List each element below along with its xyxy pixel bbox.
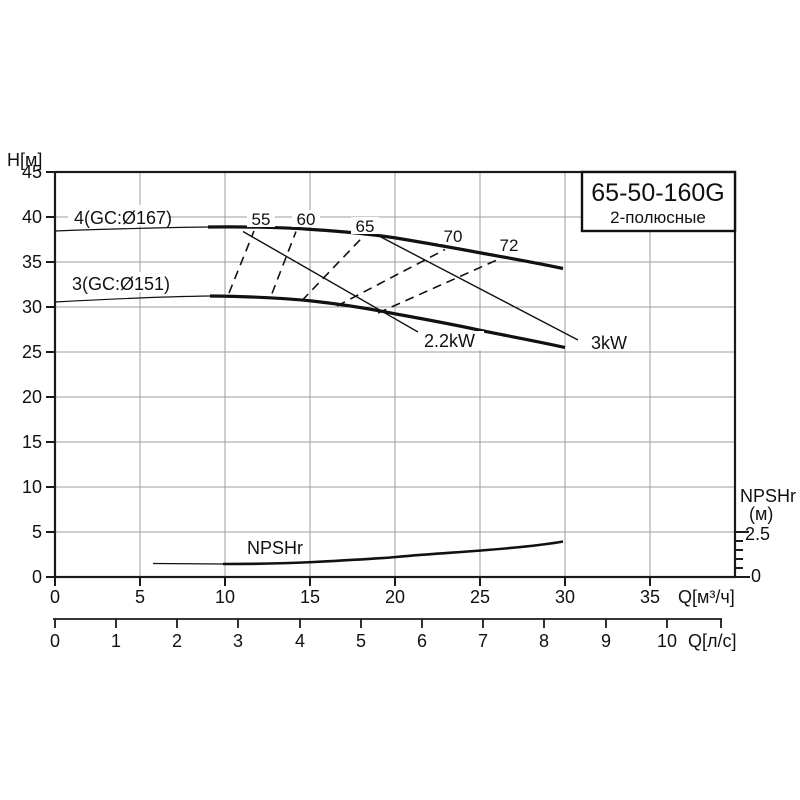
h-tick-35: 35 — [22, 252, 42, 272]
q-m3h-tick-25: 25 — [470, 587, 490, 607]
curve-4-thin-segment — [54, 226, 209, 232]
efficiency-line-60 — [271, 231, 297, 294]
power-line-2.2kw — [242, 230, 419, 333]
q-ls-tick-4: 4 — [295, 631, 305, 651]
npshr-curve-main — [222, 540, 564, 566]
h-axis-title: H[м] — [7, 150, 42, 170]
efficiency-label-60: 60 — [297, 210, 316, 229]
q-ls-tick-0: 0 — [50, 631, 60, 651]
efficiency-label-65: 65 — [356, 217, 375, 236]
q-ls-tick-1: 1 — [111, 631, 121, 651]
q-ls-axis — [53, 618, 722, 628]
q-ls-tick-8: 8 — [539, 631, 549, 651]
power-label-3kw: 3kW — [591, 333, 627, 353]
npshr-curve-label: NPSHr — [247, 538, 303, 558]
power-lines — [242, 230, 579, 341]
h-tick-5: 5 — [32, 522, 42, 542]
q-m3h-axis-ticks — [54, 577, 651, 586]
q-ls-tick-10: 10 — [657, 631, 677, 651]
npshr-tick-0: 0 — [751, 566, 761, 586]
npshr-curve-thin-segment — [152, 562, 224, 565]
h-tick-30: 30 — [22, 297, 42, 317]
label-masks — [66, 205, 641, 351]
q-ls-tick-5: 5 — [356, 631, 366, 651]
efficiency-label-72: 72 — [500, 236, 519, 255]
h-tick-45: 45 — [22, 162, 42, 182]
q-m3h-tick-30: 30 — [555, 587, 575, 607]
curve-3-main — [209, 294, 566, 350]
npshr-axis-title: NPSHr — [740, 486, 796, 506]
grid-horizontal — [55, 216, 735, 533]
h-tick-20: 20 — [22, 387, 42, 407]
q-m3h-tick-10: 10 — [215, 587, 235, 607]
npshr-axis-unit: (м) — [749, 504, 773, 524]
h-tick-10: 10 — [22, 477, 42, 497]
q-m3h-tick-20: 20 — [385, 587, 405, 607]
q-m3h-tick-5: 5 — [135, 587, 145, 607]
q-ls-axis-title: Q[л/с] — [688, 631, 737, 651]
q-ls-tick-labels: 0 1 2 3 4 5 6 7 8 9 10 — [50, 631, 677, 651]
h-tick-25: 25 — [22, 342, 42, 362]
curve-3-label: 3(GC:Ø151) — [72, 274, 170, 294]
power-label-2.2kw: 2.2kW — [424, 331, 475, 351]
h-tick-15: 15 — [22, 432, 42, 452]
efficiency-line-70 — [336, 248, 446, 307]
pump-curves — [54, 225, 566, 566]
q-m3h-tick-0: 0 — [50, 587, 60, 607]
h-axis-ticks — [46, 171, 55, 578]
power-line-3kw — [377, 234, 579, 341]
curve-4-main — [207, 225, 564, 271]
q-m3h-tick-15: 15 — [300, 587, 320, 607]
efficiency-line-65 — [301, 230, 369, 302]
efficiency-line-72 — [377, 258, 499, 314]
q-ls-tick-7: 7 — [478, 631, 488, 651]
npshr-tick-2.5: 2.5 — [745, 524, 770, 544]
pump-poles-subtitle: 2-полюсные — [610, 208, 706, 227]
efficiency-label-55: 55 — [252, 210, 271, 229]
title-box: 65-50-160G 2-полюсные — [580, 170, 737, 233]
curve-4-label: 4(GC:Ø167) — [74, 208, 172, 228]
q-ls-tick-9: 9 — [601, 631, 611, 651]
h-tick-40: 40 — [22, 207, 42, 227]
q-ls-tick-6: 6 — [417, 631, 427, 651]
npshr-axis-ticks — [735, 531, 750, 578]
grid-vertical — [139, 172, 651, 577]
efficiency-lines — [228, 230, 499, 314]
pump-model-title: 65-50-160G — [591, 179, 724, 207]
curve-3-thin-segment — [54, 295, 211, 303]
q-m3h-axis-title: Q[м³/ч] — [678, 587, 735, 607]
q-m3h-tick-35: 35 — [640, 587, 660, 607]
h-tick-0: 0 — [32, 567, 42, 587]
q-m3h-tick-labels: 0 5 10 15 20 25 30 35 — [50, 587, 660, 607]
q-ls-tick-3: 3 — [233, 631, 243, 651]
q-ls-tick-2: 2 — [172, 631, 182, 651]
h-axis-tick-labels: 45 40 35 30 25 20 15 10 5 0 — [22, 162, 42, 587]
efficiency-label-70: 70 — [444, 227, 463, 246]
efficiency-line-55 — [228, 230, 255, 294]
